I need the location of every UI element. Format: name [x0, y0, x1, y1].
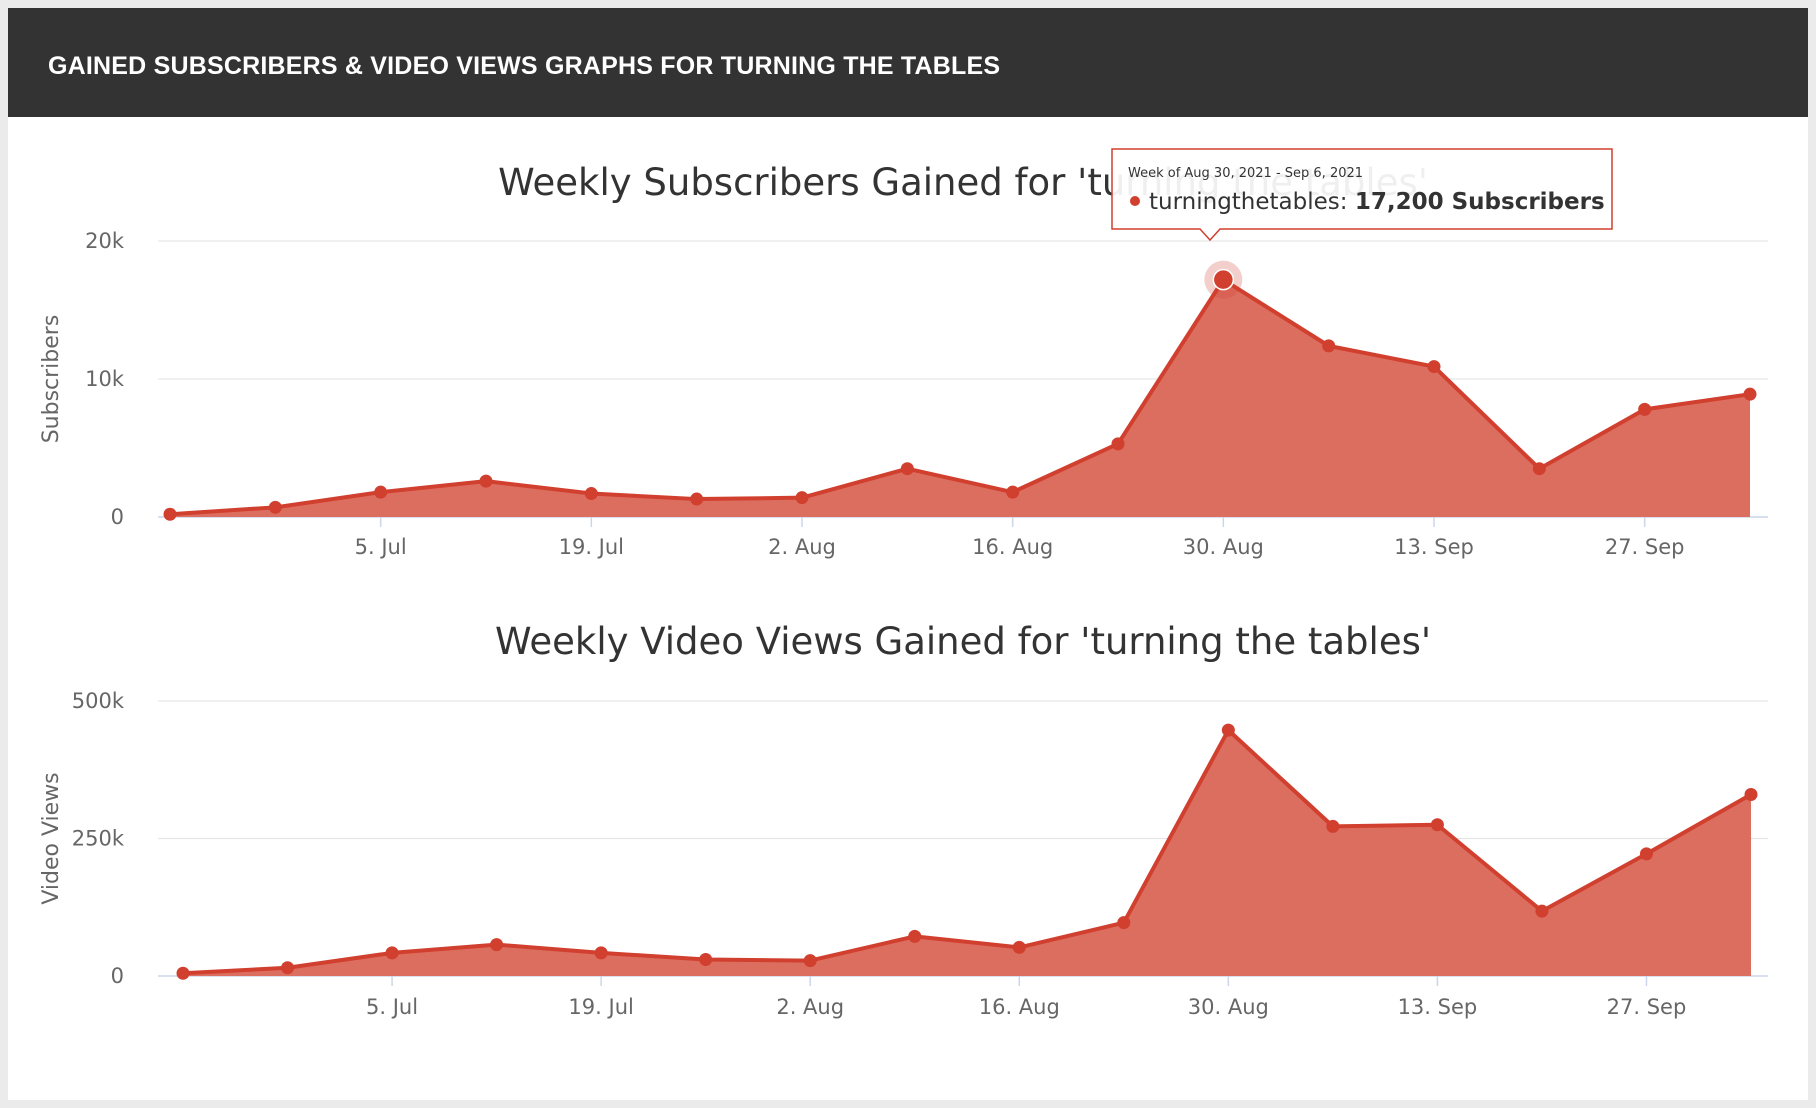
panel-title: GAINED SUBSCRIBERS & VIDEO VIEWS GRAPHS … — [48, 52, 1001, 80]
graphs-panel: GAINED SUBSCRIBERS & VIDEO VIEWS GRAPHS … — [8, 8, 1808, 1100]
panel-header: GAINED SUBSCRIBERS & VIDEO VIEWS GRAPHS … — [8, 8, 1808, 117]
